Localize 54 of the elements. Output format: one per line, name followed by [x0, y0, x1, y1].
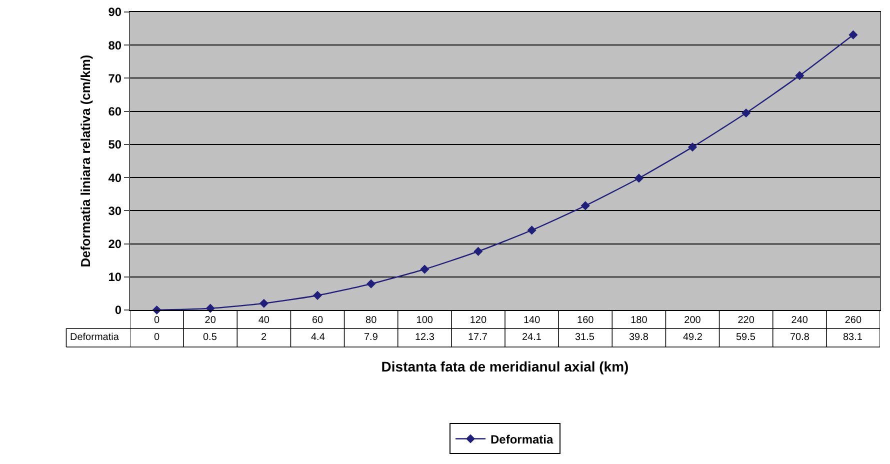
data-label: 70.8 [790, 332, 810, 343]
x-tick-label: 40 [258, 315, 270, 326]
y-tick-label: 50 [108, 138, 122, 152]
point [312, 290, 322, 300]
legend-label: Deformatia [490, 432, 554, 446]
point [580, 201, 590, 210]
x-tick-label: 0 [154, 315, 160, 326]
x-tick-label: 140 [523, 315, 541, 326]
x-tick-label: 160 [577, 315, 594, 326]
point [206, 304, 215, 313]
point [259, 298, 268, 308]
point [848, 30, 858, 40]
x-tick-label: 200 [684, 315, 702, 326]
x-tick-label: 260 [844, 315, 862, 326]
y-tick-label: 40 [108, 170, 122, 185]
point [742, 108, 751, 118]
data-label: 12.3 [415, 332, 435, 343]
y-tick-label: 30 [108, 204, 122, 218]
data-label: 31.5 [575, 332, 595, 343]
point [420, 264, 430, 274]
x-tick-label: 20 [204, 315, 216, 326]
point [527, 226, 536, 235]
y-tick-label: 10 [108, 270, 122, 284]
data-label: 2 [261, 332, 267, 343]
data-label: 39.8 [629, 332, 649, 343]
data-label: 49.2 [683, 332, 703, 343]
point [474, 246, 483, 256]
y-tick-label: 70 [108, 71, 122, 86]
point [795, 71, 804, 80]
x-tick-label: 180 [630, 315, 648, 326]
point [688, 142, 698, 152]
y-tick-label: 80 [108, 38, 122, 52]
y-tick-label: 20 [108, 236, 122, 251]
data-label: 0.5 [203, 332, 218, 343]
data-label: 83.1 [843, 332, 863, 343]
text: Deformatia [70, 332, 119, 343]
x-tick-label: 80 [366, 315, 378, 326]
x-tick-label: 220 [738, 315, 755, 326]
data-label: 7.9 [364, 332, 378, 343]
x-tick-label: 120 [470, 315, 487, 326]
data-label: 59.5 [736, 332, 756, 343]
x-tick-label: 100 [416, 315, 434, 326]
data-label: 17.7 [468, 332, 488, 343]
y-tick-label: 90 [108, 5, 122, 20]
x-tick-label: 60 [312, 315, 324, 326]
data-label: 4.4 [311, 332, 326, 343]
x-axis-title: Distanta fata de meridianul axial (km) [381, 358, 629, 374]
x-tick-label: 240 [791, 315, 808, 326]
y-axis-title: Deformatia liniara relativa (cm/km) [78, 54, 94, 268]
point [634, 174, 644, 183]
point [366, 279, 376, 288]
data-label: 0 [154, 332, 160, 343]
y-tick-label: 60 [108, 104, 122, 119]
data-label: 24.1 [522, 332, 542, 343]
